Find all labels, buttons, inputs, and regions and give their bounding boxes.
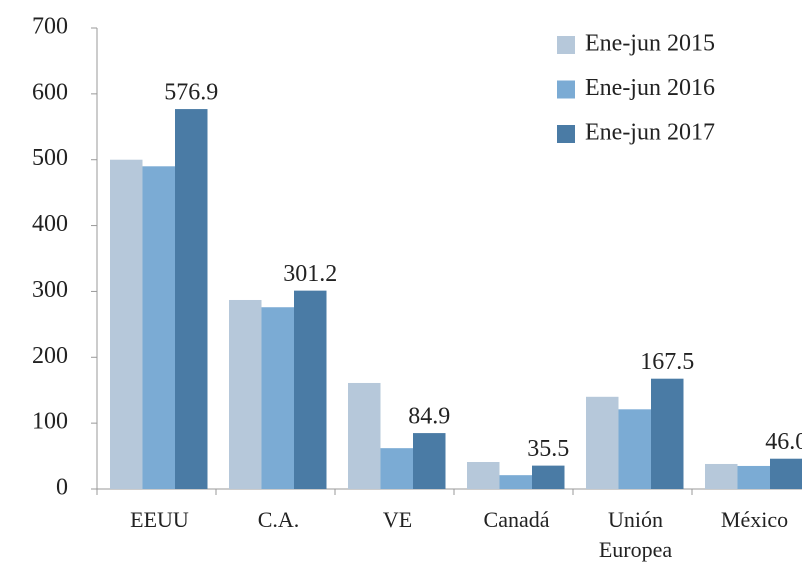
y-tick-label: 0 xyxy=(56,475,68,501)
legend-label: Ene-jun 2016 xyxy=(585,75,715,101)
y-tick-label: 200 xyxy=(32,343,68,369)
bar xyxy=(348,382,381,489)
bar xyxy=(413,433,446,489)
bar xyxy=(737,465,770,489)
legend-label: Ene-jun 2015 xyxy=(585,31,715,57)
y-tick-label: 100 xyxy=(32,409,68,435)
data-label: 35.5 xyxy=(527,436,569,462)
x-tick-label: VE xyxy=(382,507,413,532)
legend-label: Ene-jun 2017 xyxy=(585,120,715,146)
bar xyxy=(705,463,738,489)
legend-swatch xyxy=(557,125,575,143)
bar xyxy=(618,409,651,489)
bar xyxy=(175,109,208,490)
bar xyxy=(499,475,532,489)
x-tick-label: México xyxy=(720,507,789,532)
x-tick-label: Unión Europea xyxy=(598,507,673,562)
y-tick-label: 400 xyxy=(32,211,68,237)
legend-swatch xyxy=(557,36,575,54)
y-tick-label: 600 xyxy=(32,79,68,105)
x-tick-label: EEUU xyxy=(130,507,189,532)
data-label: 167.5 xyxy=(640,349,694,375)
legend-swatch xyxy=(557,80,575,99)
x-tick-label: C.A. xyxy=(257,507,300,532)
y-tick-label: 700 xyxy=(32,14,68,40)
bar xyxy=(770,458,802,489)
bar xyxy=(261,307,294,489)
data-label: 576.9 xyxy=(164,80,218,106)
y-tick-label: 300 xyxy=(32,277,68,303)
bar xyxy=(532,465,565,489)
bar xyxy=(380,448,413,489)
bar xyxy=(294,290,327,489)
data-label: 46.0 xyxy=(765,429,802,455)
bar xyxy=(110,159,143,489)
x-tick-label: Canadá xyxy=(483,507,550,532)
y-tick-label: 500 xyxy=(32,145,68,171)
data-label: 84.9 xyxy=(408,404,450,430)
bar xyxy=(586,396,619,489)
data-label: 301.2 xyxy=(283,261,337,287)
bar xyxy=(467,461,500,489)
bar xyxy=(229,299,262,489)
bar xyxy=(142,166,175,490)
bar xyxy=(651,378,684,489)
